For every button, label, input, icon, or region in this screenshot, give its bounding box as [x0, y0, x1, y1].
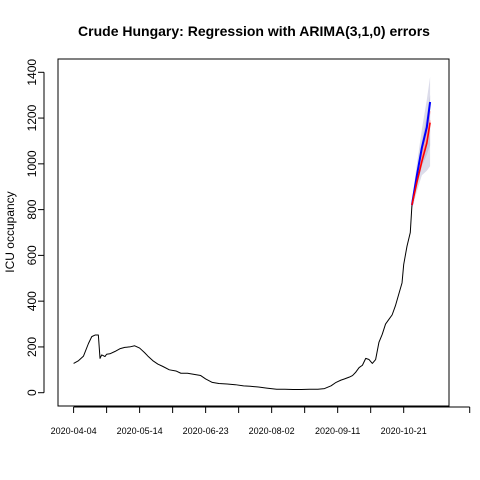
series-lines: [73, 101, 432, 390]
x-tick-label: 2020-05-14: [117, 426, 163, 436]
y-tick-label: 400: [25, 291, 39, 311]
x-tick-label: 2020-10-21: [381, 426, 427, 436]
y-axis-label: ICU occupancy: [3, 191, 17, 272]
forecast-series-line: [411, 122, 431, 206]
observed-series-line: [73, 205, 413, 390]
y-tick-label: 0: [25, 389, 39, 396]
y-tick-label: 200: [25, 337, 39, 357]
y-axis: 0 200 400 600 800 1000 1200 1400: [25, 59, 45, 396]
x-tick-label: 2020-06-23: [183, 426, 229, 436]
chart-title: Crude Hungary: Regression with ARIMA(3,1…: [78, 23, 430, 39]
y-tick-label: 800: [25, 199, 39, 219]
x-axis: 2020-04-04 2020-05-14 2020-06-23 2020-08-02…: [51, 406, 471, 436]
y-tick-label: 1400: [25, 59, 39, 86]
y-tick-label: 600: [25, 245, 39, 265]
y-tick-label: 1200: [25, 104, 39, 131]
plot-frame: [57, 58, 450, 407]
x-tick-label: 2020-08-02: [249, 426, 295, 436]
x-tick-label: 2020-04-04: [51, 426, 97, 436]
forecast-series-line: [410, 101, 432, 206]
y-tick-label: 1000: [25, 150, 39, 177]
x-tick-label: 2020-09-11: [315, 426, 360, 436]
